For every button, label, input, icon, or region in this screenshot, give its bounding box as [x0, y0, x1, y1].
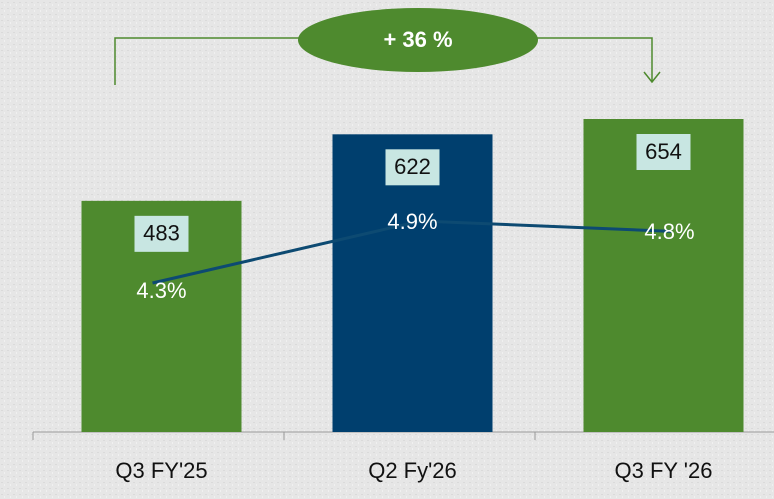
line: [152, 219, 672, 285]
line-label: 4.9%: [387, 209, 437, 234]
bar: [583, 119, 744, 432]
value-label: 622: [394, 154, 431, 179]
value-label-box: [385, 149, 440, 186]
annotation: + 36 %: [383, 27, 452, 52]
annotation-bubble: [298, 8, 538, 72]
x-tick-label: Q3 FY'25: [115, 458, 207, 483]
x-tick-label: Q3 FY '26: [615, 458, 713, 483]
value-label-box: [636, 134, 691, 170]
value-label: 483: [143, 221, 180, 246]
bracket: [114, 37, 661, 85]
value-label: 654: [645, 139, 682, 164]
line-label: 4.3%: [136, 278, 186, 303]
line-label: 4.8%: [644, 219, 694, 244]
x-tick-label: Q2 Fy'26: [368, 458, 457, 483]
value-label-box: [134, 215, 189, 252]
